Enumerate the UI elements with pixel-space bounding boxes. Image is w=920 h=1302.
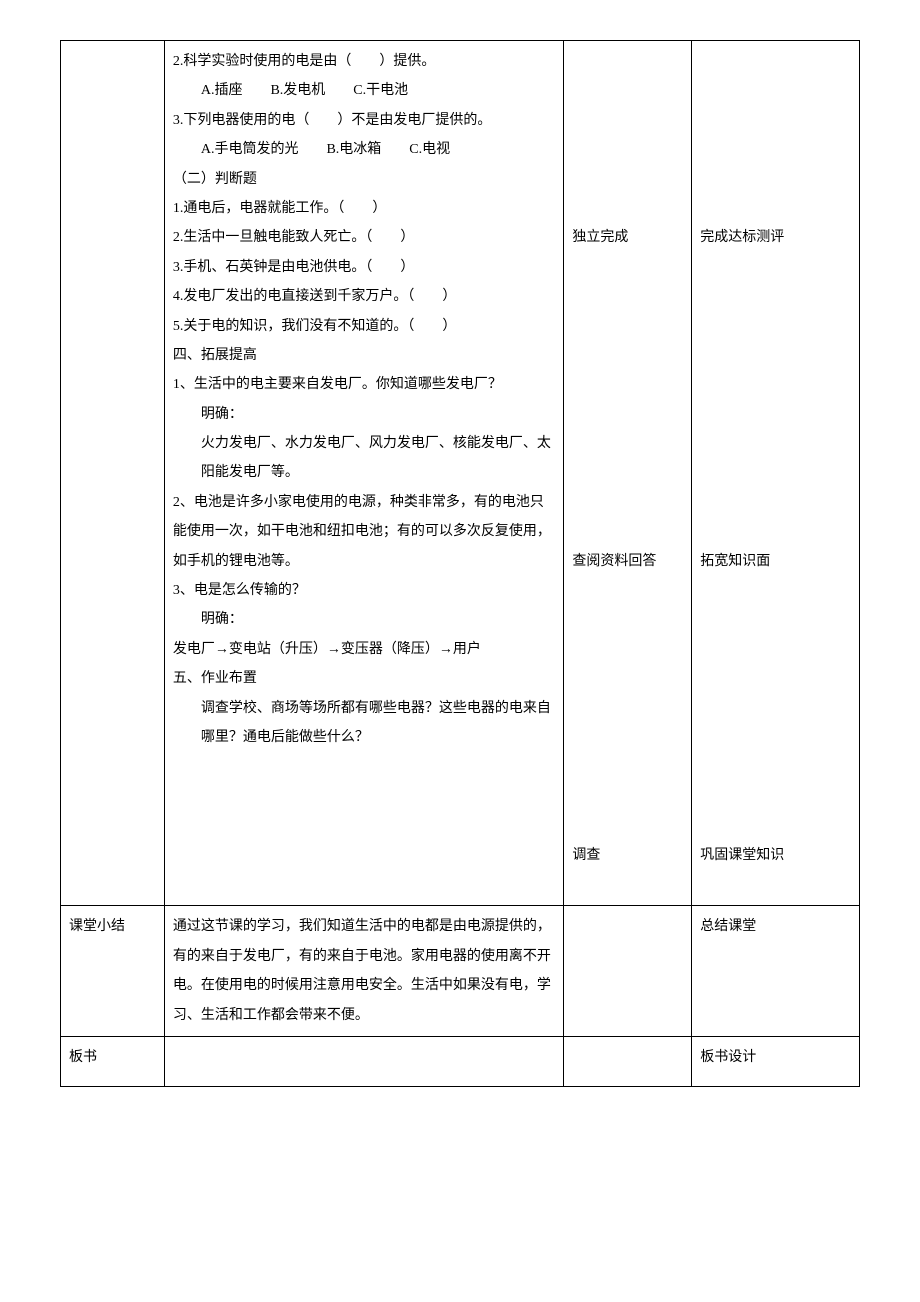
activity-text: 调查: [572, 841, 683, 870]
cell-activity: [564, 906, 692, 1037]
content-line: 2.科学实验时使用的电是由（ ）提供。: [173, 47, 556, 76]
lesson-plan-table: 2.科学实验时使用的电是由（ ）提供。A.插座 B.发电机 C.干电池3.下列电…: [60, 40, 860, 1087]
table-row: 课堂小结 通过这节课的学习，我们知道生活中的电都是由电源提供的，有的来自于发电厂…: [61, 906, 860, 1037]
cell-activity: 独立完成查阅资料回答调查: [564, 41, 692, 906]
purpose-text: 拓宽知识面: [700, 547, 851, 576]
cell-activity: [564, 1036, 692, 1086]
cell-label: 课堂小结: [61, 906, 165, 1037]
content-line: 3、电是怎么传输的？: [173, 576, 556, 605]
content-line: 发电厂→变电站（升压）→变压器（降压）→用户: [173, 635, 556, 664]
content-line: 2、电池是许多小家电使用的电源，种类非常多，有的电池只能使用一次，如干电池和纽扣…: [173, 488, 556, 576]
content-line: 5.关于电的知识，我们没有不知道的。（ ）: [173, 312, 556, 341]
activity-text: 独立完成: [572, 223, 683, 252]
table-row: 板书 板书设计: [61, 1036, 860, 1086]
content-line: 调查学校、商场等场所都有哪些电器？这些电器的电来自哪里？通电后能做些什么？: [173, 694, 556, 753]
table-row: 2.科学实验时使用的电是由（ ）提供。A.插座 B.发电机 C.干电池3.下列电…: [61, 41, 860, 906]
cell-content: 2.科学实验时使用的电是由（ ）提供。A.插座 B.发电机 C.干电池3.下列电…: [164, 41, 564, 906]
content-line: 明确：: [173, 605, 556, 634]
content-line: 五、作业布置: [173, 664, 556, 693]
cell-purpose: 总结课堂: [692, 906, 860, 1037]
cell-content: 通过这节课的学习，我们知道生活中的电都是由电源提供的，有的来自于发电厂，有的来自…: [164, 906, 564, 1037]
purpose-text: 完成达标测评: [700, 223, 851, 252]
content-line: 四、拓展提高: [173, 341, 556, 370]
content-line: 1、生活中的电主要来自发电厂。你知道哪些发电厂？: [173, 370, 556, 399]
content-line: 2.生活中一旦触电能致人死亡。（ ）: [173, 223, 556, 252]
content-line: （二）判断题: [173, 165, 556, 194]
cell-purpose: 完成达标测评拓宽知识面巩固课堂知识: [692, 41, 860, 906]
cell-purpose: 板书设计: [692, 1036, 860, 1086]
content-line: A.插座 B.发电机 C.干电池: [173, 76, 556, 105]
purpose-text: 巩固课堂知识: [700, 841, 851, 870]
cell-label: 板书: [61, 1036, 165, 1086]
content-line: 3.下列电器使用的电（ ）不是由发电厂提供的。: [173, 106, 556, 135]
activity-text: 查阅资料回答: [572, 547, 683, 576]
content-line: 火力发电厂、水力发电厂、风力发电厂、核能发电厂、太阳能发电厂等。: [173, 429, 556, 488]
content-line: 明确：: [173, 400, 556, 429]
content-line: A.手电筒发的光 B.电冰箱 C.电视: [173, 135, 556, 164]
cell-content: [164, 1036, 564, 1086]
cell-label: [61, 41, 165, 906]
content-line: 4.发电厂发出的电直接送到千家万户。（ ）: [173, 282, 556, 311]
content-line: 1.通电后，电器就能工作。（ ）: [173, 194, 556, 223]
content-line: 3.手机、石英钟是由电池供电。（ ）: [173, 253, 556, 282]
